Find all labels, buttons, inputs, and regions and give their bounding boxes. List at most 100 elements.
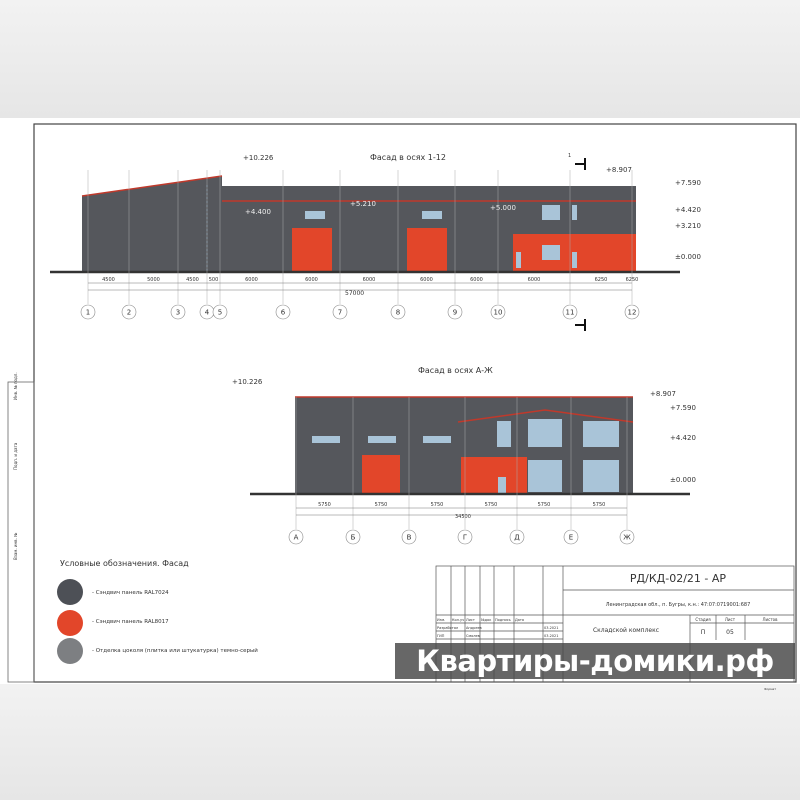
dimension-value: 5750 [318, 502, 331, 508]
axis-bubble [332, 304, 348, 320]
facade-title: Фасад в осях А-Ж [418, 366, 493, 375]
dimension-value: 6000 [363, 277, 376, 283]
axis-label: 12 [628, 309, 637, 317]
axis-label: 8 [396, 309, 400, 317]
title-block [435, 565, 795, 683]
legend-swatch-plinth [57, 638, 83, 664]
level-mark: +7.590 [670, 404, 696, 412]
window [422, 211, 442, 219]
dimension-value: 5750 [375, 502, 388, 508]
title-block-header: №док [481, 618, 491, 622]
axis-bubble [212, 304, 228, 320]
axis-bubble [509, 529, 525, 545]
document-code: РД/КД-02/21 - АР [630, 572, 726, 585]
level-mark: +10.226 [243, 154, 274, 162]
dimension-value: 4500 [186, 277, 199, 283]
level-mark: +8.907 [650, 390, 676, 398]
window [312, 436, 340, 443]
level-mark: +3.210 [675, 222, 701, 230]
axis-bubble [447, 304, 463, 320]
dimension-value: 5750 [538, 502, 551, 508]
axis-bubble [80, 304, 96, 320]
gate-door [407, 228, 447, 272]
axis-bubble [401, 529, 417, 545]
legend-title: Условные обозначения. Фасад [60, 559, 189, 568]
axis-label: 7 [338, 309, 342, 317]
window [368, 436, 396, 443]
title-block-header: Изм. [437, 618, 445, 622]
axis-label: 2 [127, 309, 131, 317]
inner-level-mark: +5.210 [350, 200, 376, 208]
title-block-cell: ГИП [437, 634, 445, 638]
dimension-value: 5750 [431, 502, 444, 508]
format-label: Формат [764, 687, 776, 691]
legend-swatch-ral8017 [57, 610, 83, 636]
axis-bubble [490, 304, 506, 320]
axis-bubble [619, 529, 635, 545]
margin-stamp-label: Взам. инв. № [13, 533, 18, 560]
level-mark: +4.420 [675, 206, 701, 214]
dimension-value: 6000 [420, 277, 433, 283]
facade-a-zh: Фасад в осях А-Ж +10.226 +8.907 +7.590 +… [232, 366, 696, 545]
title-block-cell: Андреев [466, 626, 482, 630]
blurred-background-top [0, 0, 800, 118]
axis-label: 5 [218, 309, 222, 317]
legend: Условные обозначения. Фасад - Сэндвич па… [57, 559, 258, 664]
window [528, 419, 562, 447]
dimension-value: 5000 [147, 277, 160, 283]
stage-header: Лист [725, 617, 736, 622]
door [516, 252, 521, 268]
dimension-value: 6000 [470, 277, 483, 283]
window [528, 460, 562, 492]
window [583, 460, 619, 492]
entrance-cladding [461, 457, 527, 494]
dimension-value: 6250 [626, 277, 639, 283]
title-block-header: Подпись [495, 618, 511, 622]
axis-label: 1 [86, 309, 90, 317]
dimension-value: 500 [209, 277, 219, 283]
section-mark-icon [575, 319, 586, 331]
axis-bubble [563, 529, 579, 545]
dimension-value: 6000 [305, 277, 318, 283]
total-dimension: 34500 [455, 514, 471, 520]
level-mark: +8.907 [606, 166, 632, 174]
title-block-cell: 03.2021 [544, 626, 558, 630]
title-block-header: Дата [515, 618, 524, 622]
dimension-value: 6250 [595, 277, 608, 283]
watermark-logo: Квартиры-домики.рф [395, 643, 795, 679]
address: Ленинградская обл., п. Бугры, к.н.: 47:0… [606, 602, 751, 608]
facade-1-12: Фасад в осях 1-12 +10.226 +8.907 +7.590 … [50, 153, 701, 331]
axis-bubble [457, 529, 473, 545]
dimension-value: 6000 [528, 277, 541, 283]
inner-level-mark: +4.400 [245, 208, 271, 216]
stage-header: Листов [763, 617, 779, 622]
axis-label: Д [514, 534, 520, 542]
axis-label: 11 [566, 309, 575, 317]
window [583, 421, 619, 447]
inner-level-mark: +5.000 [490, 204, 516, 212]
axis-bubble [624, 304, 640, 320]
margin-stamp-label: Подп. и дата [13, 442, 18, 470]
window [542, 245, 560, 260]
dimension-value: 4500 [102, 277, 115, 283]
level-mark: +4.420 [670, 434, 696, 442]
facade-wall-left [82, 176, 222, 272]
title-block-cell: Смолев [466, 634, 480, 638]
title-block-cell: 03.2021 [544, 634, 558, 638]
facade-title: Фасад в осях 1-12 [370, 153, 446, 162]
axis-label: Е [569, 534, 573, 542]
axis-bubble [288, 529, 304, 545]
axis-label: В [407, 534, 412, 542]
axis-bubble [345, 529, 361, 545]
title-block-header: Кол.уч [452, 618, 464, 622]
window [497, 421, 511, 447]
axis-label: 3 [176, 309, 180, 317]
level-mark: +10.226 [232, 378, 263, 386]
legend-label: - Сэндвич панель RAL8017 [92, 619, 169, 625]
margin-stamp [7, 381, 35, 683]
axis-label: 9 [453, 309, 457, 317]
axis-label: Г [463, 534, 467, 542]
dimension-value: 5750 [485, 502, 498, 508]
